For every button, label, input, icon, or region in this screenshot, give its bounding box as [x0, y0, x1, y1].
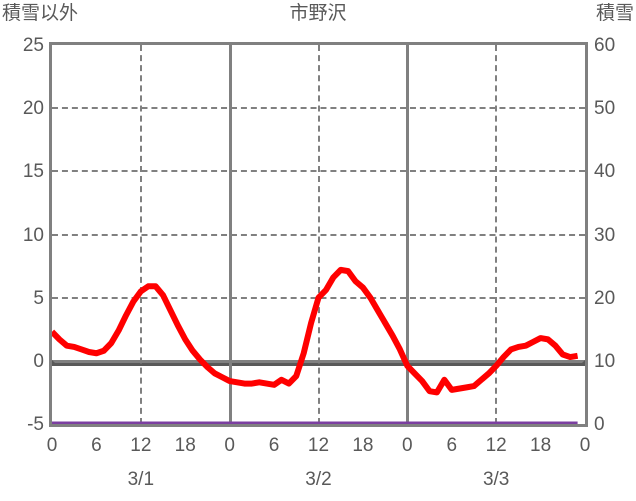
x-axis-day-label: 3/1	[127, 469, 155, 490]
right-axis-tick: 50	[594, 98, 616, 120]
left-axis-tick: 15	[22, 161, 44, 183]
midday-gridline	[139, 45, 142, 424]
left-axis-tick: -5	[27, 414, 44, 435]
day-boundary-line	[406, 45, 410, 424]
x-axis-tick: 6	[446, 435, 458, 456]
x-axis-day-label: 3/2	[305, 469, 332, 490]
left-axis-title: 積雪以外	[2, 3, 79, 24]
right-axis-title: 積雪	[595, 3, 634, 24]
x-axis-tick: 0	[402, 435, 413, 456]
x-axis-tick: 0	[224, 435, 235, 456]
midday-gridline	[317, 45, 320, 424]
x-axis-tick: 12	[307, 435, 330, 456]
right-axis-tick: 40	[594, 161, 616, 183]
chart-title: 市野沢	[289, 3, 347, 24]
x-axis-tick: 6	[268, 435, 280, 456]
x-axis-day-label: 3/3	[482, 469, 510, 490]
left-axis-tick: 25	[22, 35, 44, 56]
temperature-line	[52, 270, 578, 393]
right-axis-tick: 30	[594, 224, 616, 246]
right-axis-tick: 10	[594, 350, 616, 372]
left-axis-tick: 5	[33, 287, 44, 309]
x-axis-tick: 18	[174, 435, 196, 456]
right-axis-tick: 20	[594, 287, 616, 309]
day-boundary-line	[228, 45, 232, 424]
right-axis-tick: 60	[594, 35, 616, 56]
plot-inner	[52, 45, 585, 424]
x-axis-tick: 6	[91, 435, 102, 456]
x-axis-tick: 12	[485, 435, 507, 456]
x-axis-tick: 12	[130, 435, 152, 456]
x-axis-tick: 0	[46, 435, 58, 456]
midday-gridline	[495, 45, 498, 424]
left-axis-tick: 20	[22, 98, 44, 120]
right-axis-tick: 0	[594, 414, 605, 435]
series-layer	[52, 45, 585, 424]
left-axis-tick: 0	[33, 350, 44, 372]
x-axis-tick: 18	[530, 435, 552, 456]
left-axis-tick: 10	[22, 224, 44, 246]
plot-area	[49, 42, 588, 427]
x-axis-tick: 18	[352, 435, 374, 456]
x-axis-tick: 0	[579, 435, 591, 456]
